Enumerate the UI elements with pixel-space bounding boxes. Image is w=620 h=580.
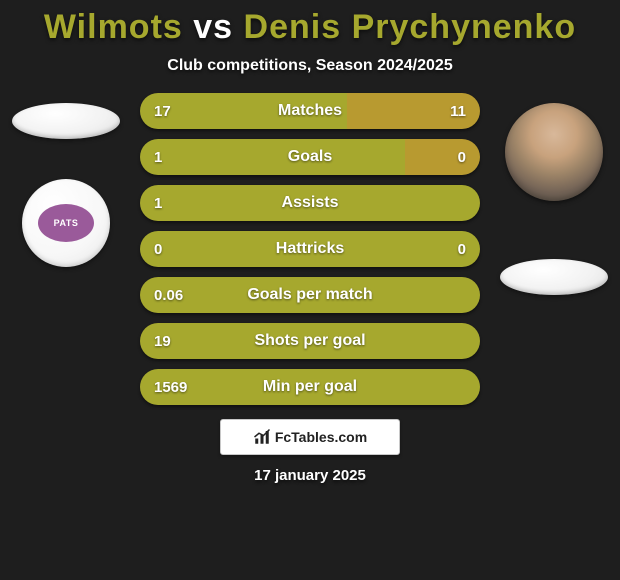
bar-right	[405, 139, 480, 175]
brand-text: FcTables.com	[275, 429, 367, 445]
stat-value-left: 17	[154, 103, 171, 120]
player2-name: Denis Prychynenko	[244, 8, 577, 46]
stat-value-left: 0.06	[154, 287, 183, 304]
stat-row: 0.06 Goals per match	[140, 277, 480, 313]
stat-label: Hattricks	[276, 240, 344, 258]
stat-value-right: 0	[458, 149, 466, 166]
left-club-badge: PATS	[22, 179, 110, 267]
stat-value-left: 0	[154, 241, 162, 258]
footer-date: 17 january 2025	[254, 467, 366, 484]
footer: FcTables.com 17 january 2025	[0, 405, 620, 484]
player1-name: Wilmots	[44, 8, 183, 46]
stat-label: Min per goal	[263, 378, 357, 396]
stat-row: 1 Goals 0	[140, 139, 480, 175]
stat-row: 19 Shots per goal	[140, 323, 480, 359]
stat-label: Goals per match	[247, 286, 372, 304]
stat-label: Goals	[288, 148, 332, 166]
stat-row: 1569 Min per goal	[140, 369, 480, 405]
left-badge-text: PATS	[54, 219, 79, 228]
stat-row: 17 Matches 11	[140, 93, 480, 129]
stat-value-left: 1	[154, 149, 162, 166]
chart-icon	[253, 428, 271, 446]
stat-label: Shots per goal	[254, 332, 365, 350]
stat-value-right: 0	[458, 241, 466, 258]
bar-left	[140, 139, 405, 175]
left-badge-inner: PATS	[38, 204, 94, 242]
stat-value-right: 11	[450, 103, 466, 120]
page-title: Wilmots vs Denis Prychynenko	[0, 0, 620, 47]
stat-value-left: 1569	[154, 379, 187, 396]
vs-text: vs	[193, 8, 233, 46]
right-flag-oval	[500, 259, 608, 295]
right-side	[494, 93, 614, 405]
comparison-bars: 17Matches111Goals01Assists0Hattricks00.0…	[126, 93, 494, 405]
stat-row: 0 Hattricks 0	[140, 231, 480, 267]
brand-badge[interactable]: FcTables.com	[220, 419, 400, 455]
left-flag-oval	[12, 103, 120, 139]
main-layout: PATS 17Matches111Goals01Assists0Hattrick…	[0, 93, 620, 405]
stat-value-left: 1	[154, 195, 162, 212]
left-side: PATS	[6, 93, 126, 405]
stat-value-left: 19	[154, 333, 171, 350]
subtitle: Club competitions, Season 2024/2025	[0, 57, 620, 75]
stat-label: Matches	[278, 102, 342, 120]
right-player-avatar	[505, 103, 603, 201]
stat-label: Assists	[282, 194, 339, 212]
stat-row: 1 Assists	[140, 185, 480, 221]
